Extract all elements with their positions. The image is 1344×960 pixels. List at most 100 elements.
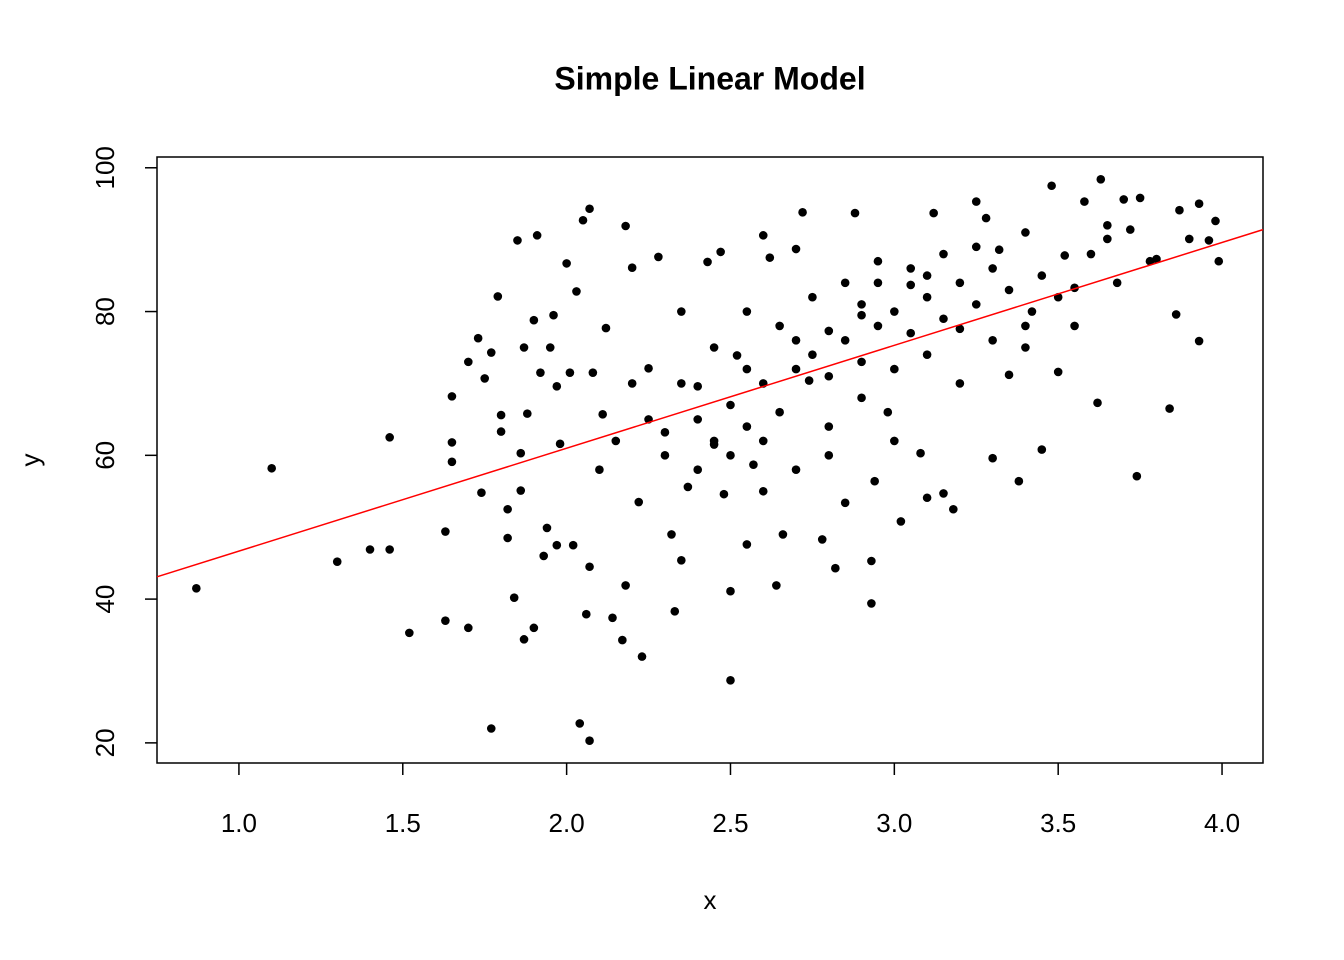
- point: [824, 451, 834, 460]
- point: [1060, 251, 1070, 260]
- plot-frame: [156, 156, 1264, 764]
- point: [955, 379, 965, 388]
- point: [192, 584, 201, 593]
- point: [1027, 307, 1037, 316]
- point: [588, 368, 598, 377]
- point: [693, 415, 703, 424]
- point: [581, 609, 591, 619]
- point: [513, 236, 522, 245]
- point: [365, 545, 375, 554]
- point: [1112, 278, 1122, 288]
- point: [1119, 195, 1129, 204]
- point: [742, 364, 752, 374]
- point: [922, 292, 932, 302]
- point: [1125, 225, 1135, 234]
- point: [703, 257, 712, 267]
- point: [552, 540, 562, 550]
- point: [824, 371, 834, 381]
- point: [516, 448, 526, 458]
- point: [775, 407, 784, 417]
- point: [578, 215, 588, 225]
- point: [529, 315, 539, 325]
- point: [552, 382, 562, 391]
- point: [677, 555, 686, 565]
- point: [1194, 199, 1204, 209]
- point: [778, 530, 788, 539]
- point: [473, 333, 483, 343]
- point: [503, 504, 512, 514]
- point: [772, 581, 781, 590]
- chart-title: Simple Linear Model: [554, 60, 865, 96]
- point: [608, 613, 617, 623]
- point: [906, 280, 916, 290]
- point: [817, 535, 827, 544]
- point: [1145, 256, 1155, 266]
- point: [464, 357, 473, 367]
- point: [532, 231, 542, 240]
- point: [1211, 216, 1220, 226]
- point: [1171, 310, 1181, 319]
- x-axis-label: x: [704, 885, 717, 915]
- point: [693, 465, 703, 475]
- x-tick-label: 3.5: [1040, 808, 1076, 838]
- point: [709, 436, 719, 446]
- point: [677, 379, 686, 388]
- point: [906, 328, 916, 338]
- point: [949, 504, 958, 514]
- point: [1132, 471, 1142, 481]
- point: [1194, 336, 1204, 346]
- point: [542, 523, 552, 533]
- point: [850, 208, 860, 218]
- point: [562, 259, 571, 268]
- point: [572, 287, 581, 296]
- point: [840, 278, 850, 288]
- point: [585, 562, 594, 572]
- point: [601, 323, 611, 333]
- point: [627, 263, 637, 273]
- point: [824, 326, 834, 336]
- point: [726, 676, 735, 685]
- point: [988, 264, 997, 273]
- point: [765, 253, 775, 262]
- point: [447, 457, 457, 467]
- point: [798, 208, 807, 217]
- point: [509, 593, 519, 602]
- point: [719, 489, 729, 499]
- point: [916, 448, 925, 458]
- point: [988, 453, 997, 463]
- point: [618, 635, 627, 645]
- point: [545, 343, 555, 352]
- point: [732, 351, 742, 360]
- point: [742, 540, 752, 549]
- point: [971, 242, 981, 252]
- point: [516, 486, 526, 495]
- point: [1080, 197, 1089, 206]
- y-axis-label: y: [15, 454, 45, 467]
- point: [867, 599, 876, 608]
- point: [1014, 476, 1024, 486]
- point: [873, 278, 883, 288]
- point: [519, 635, 529, 644]
- point: [867, 556, 876, 566]
- point: [791, 465, 801, 475]
- point: [922, 350, 932, 359]
- point: [486, 724, 496, 733]
- point: [1021, 321, 1030, 331]
- point: [611, 436, 621, 446]
- point: [568, 540, 578, 550]
- point: [565, 368, 575, 377]
- point: [758, 231, 768, 240]
- point: [1214, 256, 1224, 266]
- point: [595, 465, 604, 475]
- point: [890, 436, 899, 446]
- point: [758, 436, 768, 446]
- fit-line: [156, 228, 1264, 578]
- point: [585, 204, 594, 214]
- point: [742, 422, 752, 431]
- x-tick-label: 3.0: [876, 808, 912, 838]
- point: [683, 482, 693, 492]
- point: [621, 221, 630, 231]
- point: [529, 623, 539, 633]
- point: [726, 400, 735, 410]
- point: [654, 252, 663, 262]
